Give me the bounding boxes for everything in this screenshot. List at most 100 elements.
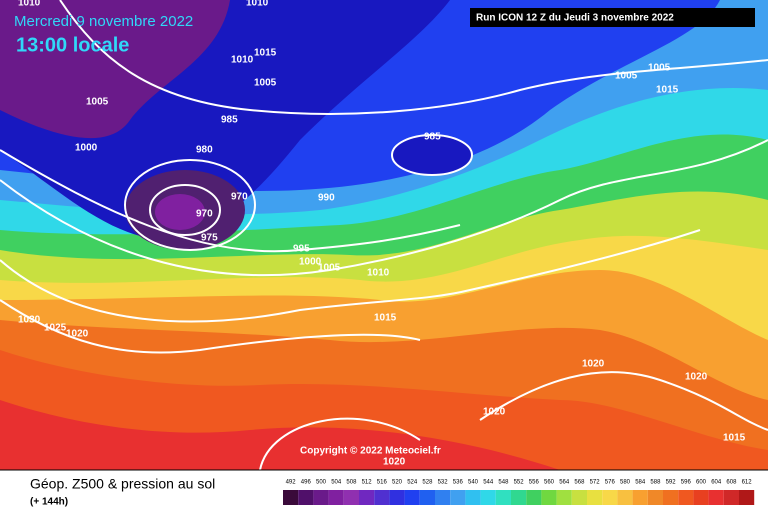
isobar-label: 1015 xyxy=(254,48,277,59)
scale-label: 612 xyxy=(742,480,753,486)
scale-label: 492 xyxy=(286,480,297,486)
scale-swatch xyxy=(617,490,633,505)
isobar-label: 1005 xyxy=(318,263,341,274)
scale-swatch xyxy=(602,490,618,505)
scale-swatch xyxy=(359,490,375,505)
scale-label: 580 xyxy=(620,480,631,486)
scale-swatch xyxy=(343,490,359,505)
copyright: Copyright © 2022 Meteociel.fr xyxy=(300,446,441,457)
scale-label: 568 xyxy=(574,480,585,486)
color-scale: 492 496 500 504 508 512 516 520 524 528 532 536 540 5… xyxy=(283,480,755,505)
scale-swatch xyxy=(465,490,481,505)
isobar-label: 975 xyxy=(201,233,218,244)
isobar-label: 1010 xyxy=(18,0,41,9)
isobar-label: 995 xyxy=(293,244,310,255)
isobar-label: 1010 xyxy=(246,0,269,9)
isobar-label: 1020 xyxy=(582,359,605,370)
isobar-label: 1000 xyxy=(299,257,322,268)
scale-swatch xyxy=(571,490,587,505)
isobar-label: 1025 xyxy=(44,323,67,334)
scale-label: 548 xyxy=(498,480,509,486)
scale-label: 528 xyxy=(422,480,433,486)
isobar-label: 1020 xyxy=(483,407,506,418)
scale-swatch xyxy=(739,490,755,505)
scale-label: 524 xyxy=(407,480,418,486)
scale-label: 500 xyxy=(316,480,327,486)
isobar-label: 1010 xyxy=(231,55,254,66)
scale-swatch xyxy=(298,490,314,505)
scale-swatch xyxy=(663,490,679,505)
isobar-label: 1020 xyxy=(66,329,89,340)
isobar-label: 970 xyxy=(196,209,213,220)
scale-label: 600 xyxy=(696,480,707,486)
scale-label: 512 xyxy=(362,480,373,486)
scale-label: 508 xyxy=(346,480,357,486)
scale-swatch xyxy=(450,490,466,505)
scale-label: 572 xyxy=(590,480,601,486)
scale-label: 556 xyxy=(529,480,540,486)
scale-label: 608 xyxy=(726,480,737,486)
isobar-label: 1005 xyxy=(648,63,671,74)
scale-swatch xyxy=(541,490,557,505)
scale-swatch xyxy=(480,490,496,505)
scale-label: 540 xyxy=(468,480,479,486)
isobar-label: 1020 xyxy=(685,372,708,383)
scale-label: 604 xyxy=(711,480,722,486)
scale-swatch xyxy=(723,490,739,505)
scale-swatch xyxy=(708,490,724,505)
isobar-label: 1010 xyxy=(367,268,390,279)
isobar-label: 1000 xyxy=(75,143,98,154)
run-box xyxy=(470,8,755,27)
scale-swatch xyxy=(632,490,648,505)
scale-swatch xyxy=(678,490,694,505)
isobar-label: 985 xyxy=(221,115,238,126)
scale-label: 532 xyxy=(438,480,449,486)
scale-swatch xyxy=(389,490,405,505)
scale-swatch xyxy=(328,490,344,505)
scale-label: 516 xyxy=(377,480,388,486)
isobar-label: 1030 xyxy=(18,315,41,326)
scale-swatch xyxy=(404,490,420,505)
scale-label: 588 xyxy=(650,480,661,486)
scale-swatch xyxy=(435,490,451,505)
scale-label: 544 xyxy=(483,480,494,486)
scale-label: 584 xyxy=(635,480,646,486)
isobar-label: 1015 xyxy=(656,85,679,96)
scale-swatch xyxy=(495,490,511,505)
isobar-label: 1015 xyxy=(723,433,746,444)
scale-label: 592 xyxy=(666,480,677,486)
run-info: Run ICON 12 Z du Jeudi 3 novembre 2022 xyxy=(476,13,674,24)
forecast-date: Mercredi 9 novembre 2022 xyxy=(14,13,193,30)
scale-label: 564 xyxy=(559,480,570,486)
scale-label: 496 xyxy=(301,480,312,486)
scale-swatch xyxy=(693,490,709,505)
legend-lead: (+ 144h) xyxy=(30,497,68,508)
isobar-label: 980 xyxy=(196,145,213,156)
legend-title: Géop. Z500 & pression au sol xyxy=(30,476,215,492)
scale-swatch xyxy=(526,490,542,505)
scale-swatch xyxy=(511,490,527,505)
isobar-label: 1020 xyxy=(383,457,406,468)
isobar-lines xyxy=(0,0,768,471)
isobar-label: 1005 xyxy=(254,78,277,89)
isobar-label: 970 xyxy=(231,192,248,203)
scale-label: 560 xyxy=(544,480,555,486)
isobar-label: 1005 xyxy=(615,71,638,82)
scale-swatch xyxy=(313,490,329,505)
scale-label: 536 xyxy=(453,480,464,486)
scale-label: 576 xyxy=(605,480,616,486)
scale-swatch xyxy=(419,490,435,505)
scale-swatch xyxy=(374,490,390,505)
scale-label: 596 xyxy=(681,480,692,486)
isobar-label: 990 xyxy=(318,193,335,204)
scale-label: 504 xyxy=(331,480,342,486)
scale-label: 552 xyxy=(514,480,525,486)
scale-swatch xyxy=(587,490,603,505)
scale-swatch xyxy=(556,490,572,505)
scale-label: 520 xyxy=(392,480,403,486)
scale-swatch xyxy=(647,490,663,505)
isobar-labels: 1010 1010 1015 1010 1005 1005 985 1000 9… xyxy=(18,0,746,468)
forecast-time: 13:00 locale xyxy=(16,34,129,56)
scale-swatch xyxy=(283,490,299,505)
